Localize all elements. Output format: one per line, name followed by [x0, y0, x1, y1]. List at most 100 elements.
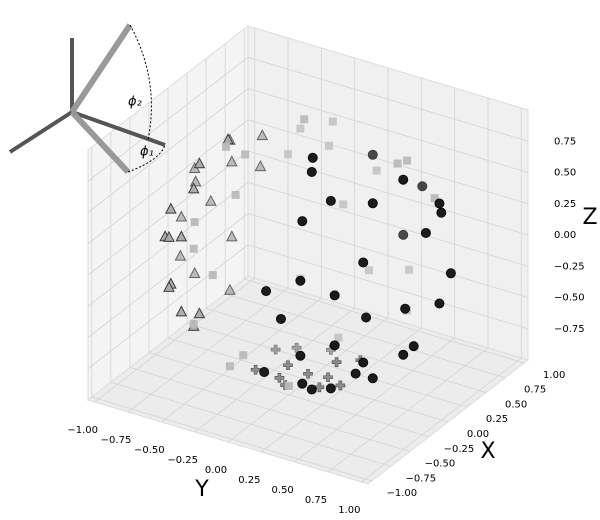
point — [205, 194, 217, 206]
grid-line — [247, 119, 529, 205]
tick-label: −0.75 — [101, 435, 132, 446]
point — [329, 290, 340, 301]
point — [189, 244, 198, 253]
points — [159, 115, 456, 395]
point — [367, 149, 378, 160]
grid-line — [194, 307, 355, 433]
tick-label: −0.50 — [134, 445, 165, 456]
point — [187, 182, 200, 194]
point — [306, 166, 317, 177]
grid-line — [247, 88, 529, 173]
point — [329, 340, 340, 351]
point — [275, 313, 286, 324]
point — [274, 373, 285, 383]
point — [367, 373, 378, 384]
point — [404, 265, 413, 274]
tick-label: 0.50 — [505, 399, 527, 410]
tick-label: −1.00 — [386, 488, 417, 499]
grid-line — [87, 88, 249, 213]
point — [331, 357, 342, 367]
point — [303, 368, 313, 379]
point — [241, 150, 250, 159]
point — [225, 362, 234, 371]
tick-label: 0.50 — [554, 168, 576, 179]
point — [188, 266, 201, 278]
point — [398, 174, 409, 185]
z-axis-title: Z — [582, 205, 597, 230]
point — [259, 367, 270, 378]
point — [358, 257, 369, 268]
point — [367, 198, 378, 209]
point — [208, 271, 217, 280]
point — [434, 198, 445, 209]
inset-diagram: ϕ₂ ϕ₁ — [8, 23, 166, 175]
point — [296, 124, 305, 133]
point — [163, 280, 175, 292]
point — [398, 349, 409, 360]
point — [393, 159, 402, 168]
point — [325, 383, 336, 394]
point — [398, 229, 409, 240]
point — [300, 115, 309, 124]
point — [436, 207, 447, 218]
point — [270, 344, 281, 355]
grid-line — [247, 56, 529, 142]
grid-line — [247, 181, 529, 267]
point — [295, 275, 306, 286]
grid-line — [87, 119, 249, 245]
grid-line — [247, 150, 529, 236]
grid-line — [247, 244, 529, 330]
point — [224, 283, 236, 295]
point — [323, 372, 333, 383]
point — [175, 210, 188, 222]
labels: −1.00−0.75−0.50−0.250.000.250.500.751.00… — [67, 136, 597, 516]
grid-line — [294, 337, 455, 463]
point — [324, 141, 333, 150]
grid-line — [161, 297, 322, 423]
tick-label: 0.25 — [554, 199, 576, 210]
point — [350, 368, 361, 379]
point — [325, 195, 336, 206]
point — [403, 156, 412, 165]
point — [231, 190, 240, 199]
tick-label: 0.50 — [272, 485, 294, 496]
grid-line — [227, 317, 389, 443]
point — [334, 333, 343, 342]
point — [283, 360, 293, 371]
grid-line — [94, 277, 255, 403]
tick-label: −0.50 — [425, 459, 456, 470]
point — [174, 249, 187, 261]
tick-label: 0.00 — [205, 465, 227, 476]
point — [193, 157, 206, 169]
grid-line — [327, 347, 489, 473]
point — [364, 266, 373, 275]
tick-label: 0.75 — [524, 385, 546, 396]
tick-label: 0.75 — [554, 136, 576, 147]
point — [261, 286, 272, 297]
annotation: ϕ₂ — [128, 95, 142, 110]
point — [254, 159, 267, 172]
point — [284, 381, 293, 390]
point — [297, 378, 308, 389]
grid-line — [361, 357, 522, 483]
point — [189, 319, 198, 328]
grid-line — [247, 213, 529, 298]
x-axis-title: X — [480, 439, 495, 464]
point — [328, 117, 337, 126]
point — [445, 268, 456, 279]
point — [434, 298, 445, 309]
tick-label: −0.75 — [406, 473, 437, 484]
tick-label: 0.25 — [238, 475, 260, 486]
point — [297, 216, 308, 227]
point — [417, 181, 428, 192]
grid-line — [87, 181, 249, 307]
tick-label: 0.00 — [554, 230, 576, 241]
point — [193, 307, 206, 319]
point — [239, 351, 248, 360]
point — [306, 384, 317, 395]
y-axis-title: Y — [194, 477, 209, 502]
point — [307, 152, 318, 163]
tick-label: 0.25 — [486, 414, 508, 425]
point — [335, 380, 346, 391]
